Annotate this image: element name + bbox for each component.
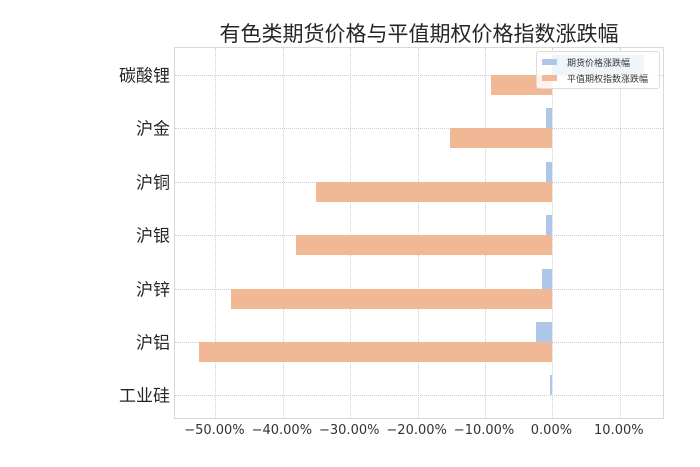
y-tick-label: 碳酸锂 — [119, 66, 170, 87]
legend-swatch-futures — [542, 59, 557, 65]
legend-item-futures: 期货价格涨跌幅 — [542, 55, 630, 69]
x-tick-label: −30.00% — [319, 423, 380, 438]
x-gridline — [485, 48, 487, 418]
y-gridline — [175, 75, 663, 76]
y-tick-label: 沪锌 — [136, 280, 170, 301]
chart-title: 有色类期货价格与平值期权价格指数涨跌幅 — [219, 22, 619, 46]
x-gridline — [552, 48, 554, 418]
y-tick-label: 沪银 — [136, 226, 170, 247]
x-tick-label: 0.00% — [530, 423, 573, 438]
x-gridline — [350, 48, 352, 418]
bar-futures — [535, 322, 553, 342]
y-tick-label: 工业硅 — [119, 386, 170, 407]
y-tick-label: 沪铝 — [136, 333, 170, 354]
legend: 期货价格涨跌幅 平值期权指数涨跌幅 — [536, 51, 660, 89]
x-tick-label: 10.00% — [594, 423, 644, 438]
x-gridline — [282, 48, 284, 418]
x-tick-label: −40.00% — [251, 423, 313, 438]
legend-item-options: 平值期权指数涨跌幅 — [542, 71, 648, 85]
y-gridline — [175, 395, 663, 397]
x-tick-label: −20.00% — [386, 423, 447, 438]
legend-label-options: 平值期权指数涨跌幅 — [567, 74, 649, 85]
legend-swatch-options — [542, 75, 557, 81]
x-tick-label: −10.00% — [453, 423, 515, 438]
bar-options — [449, 128, 553, 149]
bar-options — [296, 235, 553, 256]
bar-futures — [546, 108, 553, 129]
x-gridline — [215, 48, 217, 418]
bar-futures — [545, 161, 553, 182]
legend-label-futures: 期货价格涨跌幅 — [567, 58, 631, 69]
plot-area — [174, 47, 664, 419]
bar-options — [198, 342, 553, 362]
y-tick-label: 沪铜 — [136, 173, 170, 194]
y-gridline — [175, 128, 663, 130]
y-tick-label: 沪金 — [136, 119, 170, 140]
bar-futures — [550, 375, 553, 396]
bar-options — [315, 181, 553, 202]
bar-options — [230, 288, 553, 309]
x-gridline — [619, 48, 621, 418]
x-tick-label: −50.00% — [184, 423, 245, 438]
bar-futures — [545, 215, 553, 236]
bar-futures — [541, 268, 553, 289]
x-gridline — [417, 48, 419, 418]
